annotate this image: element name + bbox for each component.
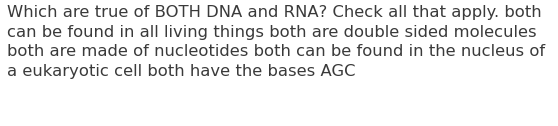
Text: Which are true of BOTH DNA and RNA? Check all that apply. both
can be found in a: Which are true of BOTH DNA and RNA? Chec… bbox=[7, 5, 545, 79]
